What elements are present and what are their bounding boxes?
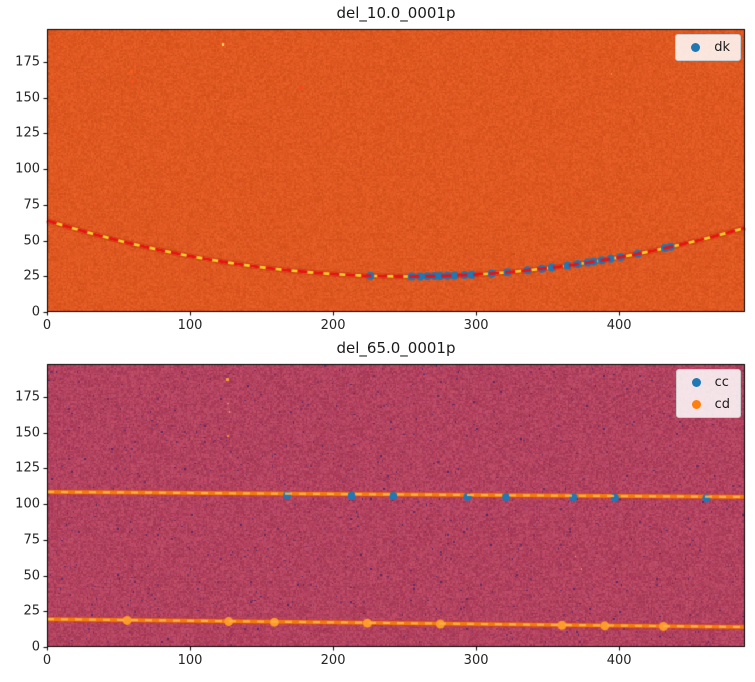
y-tick-label: 150 [15, 425, 40, 441]
x-tick-label: 0 [42, 653, 52, 668]
y-tick-label: 175 [15, 54, 40, 70]
y-tick-label: 100 [15, 161, 40, 177]
x-tick-label: 200 [320, 318, 346, 333]
legend-item-cd: cd [685, 397, 730, 412]
y-tick-label: 25 [23, 268, 40, 284]
y-tick-label: 125 [15, 460, 40, 476]
y-tick-label: 150 [15, 90, 40, 106]
y-tick-label: 50 [23, 233, 40, 249]
legend-label-cc: cc [714, 375, 729, 390]
y-tick-label: 25 [23, 603, 40, 619]
x-tick-label: 0 [42, 318, 52, 333]
x-tick-label: 100 [177, 318, 203, 333]
legend-item-dk: dk [684, 40, 730, 55]
y-tick-label: 75 [23, 197, 40, 213]
scatter-marker-icon [691, 43, 701, 52]
x-tick-label: 400 [606, 653, 632, 668]
x-tick-label: 300 [463, 318, 489, 333]
y-tick-label: 125 [15, 125, 40, 141]
legend-bottom: cc cd [675, 369, 741, 418]
legend-top: dk [675, 34, 741, 61]
y-tick-label: 175 [15, 389, 40, 405]
legend-item-cc: cc [685, 375, 730, 390]
y-tick-label: 50 [23, 568, 40, 584]
x-tick-label: 200 [320, 653, 346, 668]
y-tick-label: 0 [31, 639, 40, 655]
x-tick-label: 100 [177, 653, 203, 668]
scatter-marker-icon [691, 378, 701, 387]
x-tick-label: 400 [606, 318, 632, 333]
scatter-marker-icon [691, 400, 701, 409]
y-tick-label: 0 [31, 304, 40, 320]
y-tick-label: 75 [23, 532, 40, 548]
plot-title-bottom: del_65.0_0001p [336, 339, 456, 357]
y-tick-label: 100 [15, 496, 40, 512]
x-tick-label: 300 [463, 653, 489, 668]
legend-label-cd: cd [714, 397, 730, 412]
legend-label-dk: dk [714, 40, 730, 55]
plot-title-top: del_10.0_0001p [336, 4, 456, 22]
